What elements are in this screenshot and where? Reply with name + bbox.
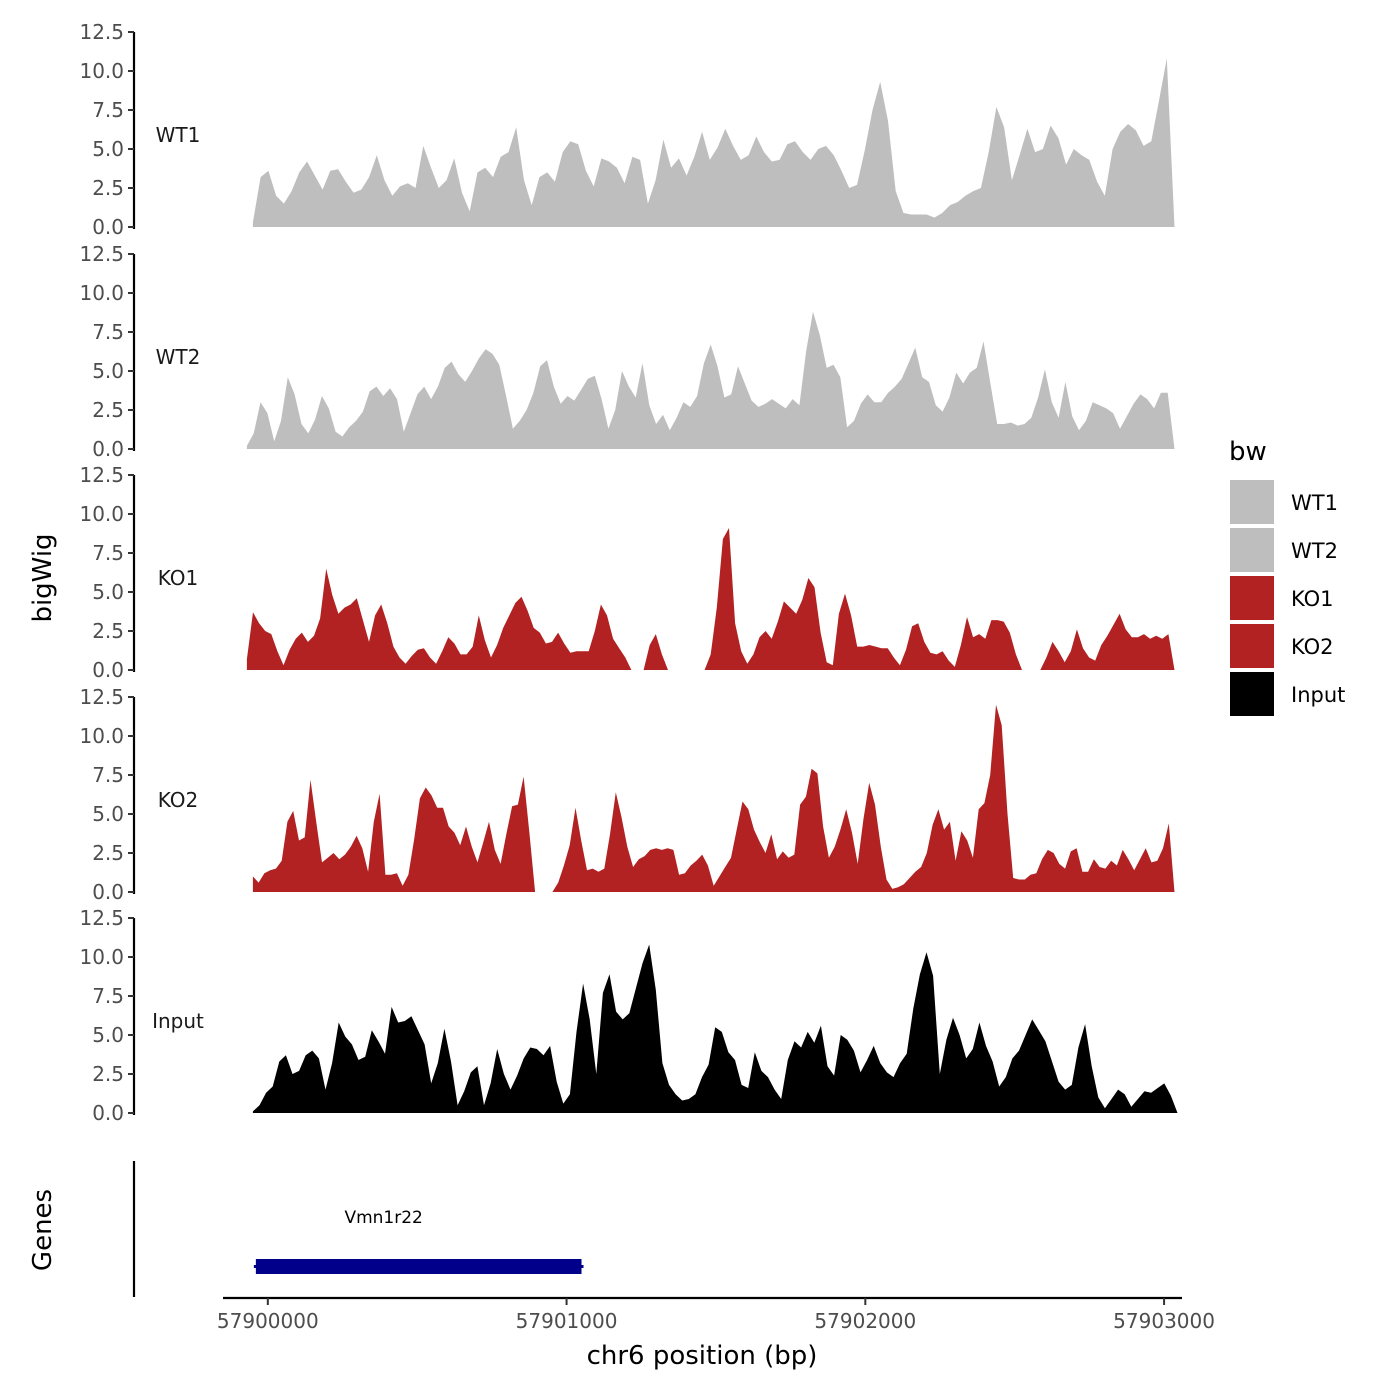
legend-label-wt1: WT1 <box>1291 491 1338 515</box>
x-tick-label: 57902000 <box>814 1309 916 1333</box>
signal-area-ko1-3 <box>1040 613 1175 670</box>
y-tick-label: 2.5 <box>92 841 124 865</box>
y-tick-label: 2.5 <box>92 1062 124 1086</box>
legend-title: bw <box>1229 437 1267 467</box>
signal-area-input-0 <box>252 944 1178 1113</box>
signal-area-ko1-0 <box>246 568 632 670</box>
y-tick-label: 5.0 <box>92 1023 124 1047</box>
track-panel-wt2: 0.0 2.5 5.0 7.5 10.0 12.5 WT2 <box>79 242 1175 461</box>
y-tick-label: 12.5 <box>79 906 124 930</box>
track-label-wt2: WT2 <box>156 345 201 369</box>
y-tick-label: 2.5 <box>92 176 124 200</box>
y-tick-label: 7.5 <box>92 763 124 787</box>
y-tick-label: 5.0 <box>92 359 124 383</box>
legend-label-ko1: KO1 <box>1291 587 1334 611</box>
legend-key-ko1 <box>1230 576 1274 620</box>
signal-area-ko2-0 <box>252 776 536 892</box>
gene-label: Vmn1r22 <box>344 1208 422 1228</box>
y-tick-label: 10.0 <box>79 281 124 305</box>
track-panel-ko1: 0.0 2.5 5.0 7.5 10.0 12.5 KO1 <box>79 463 1175 682</box>
y-tick-label: 2.5 <box>92 398 124 422</box>
legend-label-ko2: KO2 <box>1291 635 1334 659</box>
y-tick-label: 7.5 <box>92 984 124 1008</box>
x-tick-label: 57901000 <box>516 1309 618 1333</box>
y-tick-label: 10.0 <box>79 945 124 969</box>
legend-key-input <box>1230 672 1274 716</box>
y-tick-label: 0.0 <box>92 215 124 239</box>
signal-area-wt1-0 <box>252 58 1175 227</box>
y-tick-label: 5.0 <box>92 137 124 161</box>
y-tick-label: 5.0 <box>92 802 124 826</box>
x-tick-label: 57903000 <box>1113 1309 1215 1333</box>
legend: bw WT1 WT2 KO1 KO2 Input <box>1229 437 1345 716</box>
genes-axis-title: Genes <box>28 1189 58 1271</box>
signal-area-wt2-0 <box>246 311 1175 449</box>
signal-area-ko1-2 <box>704 528 1022 670</box>
y-tick-label: 0.0 <box>92 1101 124 1125</box>
track-label-ko2: KO2 <box>158 788 199 812</box>
y-tick-label: 12.5 <box>79 20 124 44</box>
y-tick-label: 12.5 <box>79 242 124 266</box>
track-panel-input: 0.0 2.5 5.0 7.5 10.0 12.5 Input <box>79 906 1178 1125</box>
tracks-layer: 0.0 2.5 5.0 7.5 10.0 12.5 WT1 0.0 2.5 5.0 7.5 10.0 1… <box>79 20 1178 1125</box>
y-tick-label: 0.0 <box>92 658 124 682</box>
track-panel-wt1: 0.0 2.5 5.0 7.5 10.0 12.5 WT1 <box>79 20 1175 239</box>
y-axis-title: bigWig <box>28 533 58 622</box>
legend-label-wt2: WT2 <box>1291 539 1338 563</box>
y-tick-label: 10.0 <box>79 502 124 526</box>
x-axis-title: chr6 position (bp) <box>587 1341 818 1371</box>
y-tick-label: 10.0 <box>79 59 124 83</box>
signal-area-ko2-1 <box>552 704 1175 892</box>
track-label-wt1: WT1 <box>156 123 201 147</box>
x-tick-label: 57900000 <box>217 1309 319 1333</box>
y-tick-label: 12.5 <box>79 463 124 487</box>
y-tick-label: 7.5 <box>92 98 124 122</box>
y-tick-label: 0.0 <box>92 437 124 461</box>
legend-key-wt2 <box>1230 528 1274 572</box>
track-label-ko1: KO1 <box>158 566 199 590</box>
y-tick-label: 7.5 <box>92 541 124 565</box>
y-tick-label: 7.5 <box>92 320 124 344</box>
signal-area-ko1-1 <box>643 634 668 670</box>
legend-label-input: Input <box>1291 683 1345 707</box>
legend-key-wt1 <box>1230 480 1274 524</box>
y-tick-label: 5.0 <box>92 580 124 604</box>
legend-key-ko2 <box>1230 624 1274 668</box>
track-panel-ko2: 0.0 2.5 5.0 7.5 10.0 12.5 KO2 <box>79 685 1175 904</box>
track-label-input: Input <box>152 1009 204 1033</box>
y-tick-label: 0.0 <box>92 880 124 904</box>
y-tick-label: 12.5 <box>79 685 124 709</box>
y-tick-label: 10.0 <box>79 724 124 748</box>
x-axis: 57900000 57901000 57902000 57903000 <box>217 1296 1215 1333</box>
y-tick-label: 2.5 <box>92 619 124 643</box>
genes-layer: Vmn1r22 <box>132 1161 584 1297</box>
